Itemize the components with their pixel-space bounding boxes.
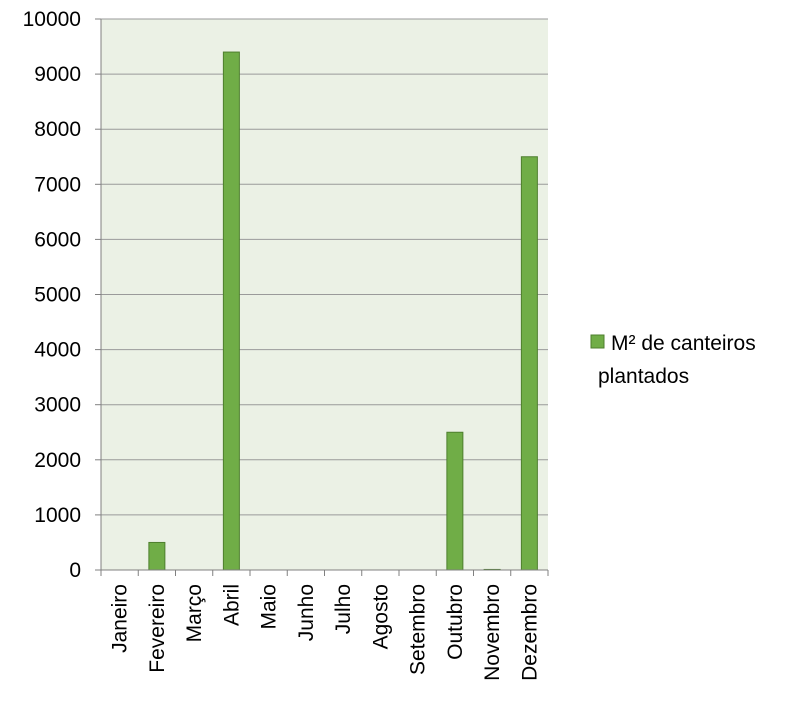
bar-dezembro xyxy=(520,156,538,571)
x-tick-label: Novembro xyxy=(481,584,504,681)
x-tick-label: Agosto xyxy=(369,584,392,649)
y-tick-label: 3000 xyxy=(34,394,81,417)
x-tick-label: Março xyxy=(183,584,206,642)
x-tick-label: Junho xyxy=(295,584,318,641)
y-tick-label: 7000 xyxy=(34,173,81,196)
x-tick-label: Outubro xyxy=(444,584,467,660)
legend-swatch xyxy=(590,334,605,349)
bar-outubro xyxy=(446,431,464,571)
y-axis-ticks: 0 1000 2000 3000 4000 5000 6000 7000 8000 9000 100… xyxy=(23,8,101,582)
x-tick-label: Julho xyxy=(332,584,355,634)
x-tick-label: Fevereiro xyxy=(146,584,169,673)
bar-abril xyxy=(222,51,240,571)
legend: M² de canteiros plantados xyxy=(590,332,756,388)
x-tick-label: Maio xyxy=(258,584,281,630)
gridlines xyxy=(101,18,548,516)
bar-series xyxy=(148,51,538,571)
y-tick-label: 10000 xyxy=(23,8,81,31)
x-axis-ticks: Janeiro Fevereiro Março Abril Maio Junho Julho… xyxy=(100,570,549,681)
legend-label-line-2: plantados xyxy=(598,365,689,388)
y-tick-label: 2000 xyxy=(34,449,81,472)
y-tick-label: 1000 xyxy=(34,504,81,527)
legend-label-line-1: M² de canteiros xyxy=(611,332,756,355)
x-tick-label: Abril xyxy=(220,584,243,626)
x-tick-label: Janeiro xyxy=(109,584,132,653)
y-tick-label: 8000 xyxy=(34,118,81,141)
bar-fevereiro xyxy=(148,541,166,571)
y-tick-label: 9000 xyxy=(34,63,81,86)
x-tick-label: Setembro xyxy=(407,584,430,675)
y-tick-label: 5000 xyxy=(34,284,81,307)
x-tick-label: Dezembro xyxy=(518,584,541,681)
y-tick-label: 4000 xyxy=(34,339,81,362)
y-tick-label: 6000 xyxy=(34,228,81,251)
y-tick-label: 0 xyxy=(69,559,81,582)
